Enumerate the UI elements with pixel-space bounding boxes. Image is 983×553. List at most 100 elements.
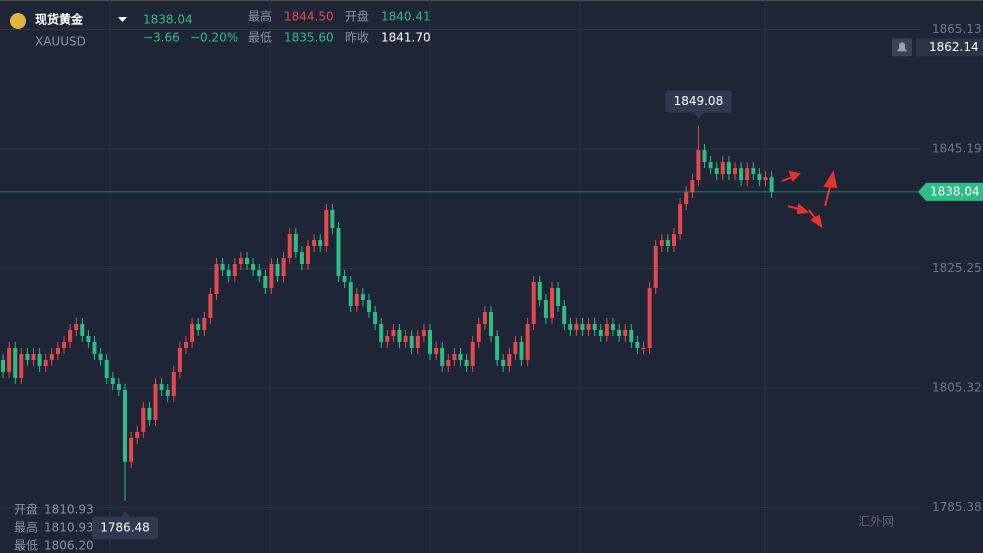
candle-body — [531, 282, 536, 324]
candle-body — [251, 264, 256, 271]
candle-body — [507, 353, 512, 366]
last-price-tag — [918, 182, 983, 201]
candle-body — [19, 353, 24, 378]
candle-body — [373, 311, 378, 324]
candle-body — [208, 294, 213, 318]
candle-body — [586, 323, 591, 330]
candle-body — [604, 323, 609, 336]
y-tick-label: 1785.38 — [932, 500, 982, 514]
tooltip-box — [665, 90, 732, 113]
candle-body — [543, 300, 548, 318]
candle-body — [220, 264, 225, 271]
candle-body — [293, 234, 298, 253]
candle-body — [470, 341, 475, 366]
alert-tag — [916, 38, 983, 57]
dropdown-arrow[interactable] — [118, 17, 127, 22]
candle-body — [623, 329, 628, 336]
candle-body — [476, 323, 481, 342]
tooltip-label: 1786.48 — [100, 520, 150, 534]
candle-body — [299, 252, 304, 265]
candle-body — [190, 323, 195, 342]
candle-body — [745, 168, 750, 181]
candle-body — [354, 294, 359, 306]
candle-body — [49, 353, 54, 360]
candle-body — [184, 341, 188, 348]
candle-body — [440, 347, 445, 366]
candle-body — [177, 347, 182, 372]
candle-body — [635, 341, 640, 348]
candle-body — [281, 258, 286, 277]
candle-body — [74, 323, 79, 330]
candle-body — [519, 341, 524, 360]
candle-body — [617, 329, 622, 336]
tooltip-pointer — [693, 112, 704, 119]
candle-body — [501, 359, 506, 366]
candle-body — [434, 347, 439, 354]
candle-body — [202, 317, 207, 330]
bell-icon — [897, 42, 907, 52]
last-price-label: 1838.04 — [930, 184, 980, 198]
candle-body — [385, 335, 390, 342]
candle-body — [92, 341, 97, 354]
stat-label: 最高 — [248, 9, 272, 24]
candle-body — [98, 353, 103, 360]
candle-body — [403, 335, 408, 342]
candle-body — [257, 270, 262, 277]
stat-value: 1835.60 — [284, 31, 334, 45]
candle-body — [147, 407, 152, 420]
candle-body — [68, 329, 73, 342]
candle-body — [733, 168, 737, 175]
y-tick-label: 1805.32 — [932, 381, 982, 395]
watermark: 汇外网 — [858, 515, 894, 529]
candle-body — [690, 180, 695, 193]
candle-body — [269, 264, 274, 289]
candle-body — [43, 359, 48, 366]
candle-body — [611, 323, 615, 330]
candle-body — [306, 246, 310, 265]
instrument-name[interactable]: 现货黄金 — [35, 12, 84, 27]
candle-body — [7, 347, 12, 372]
candle-body — [580, 323, 585, 330]
candle-body — [678, 204, 683, 235]
candle-body — [428, 329, 432, 354]
candle-body — [708, 162, 713, 169]
candle-body — [110, 377, 115, 384]
candle-body — [171, 371, 176, 396]
candle-body — [116, 383, 121, 390]
candle-body — [324, 210, 329, 247]
candle-body — [141, 407, 146, 432]
candle-body — [336, 228, 341, 277]
candle-body — [37, 353, 42, 366]
candle-body — [342, 276, 347, 283]
candle-body — [446, 359, 451, 366]
candle-body — [550, 288, 554, 318]
candle-body — [86, 335, 91, 342]
candle-body — [275, 264, 280, 277]
candle-body — [598, 329, 603, 336]
candle-body — [421, 329, 426, 336]
stat-value: 1840.41 — [381, 10, 431, 24]
y-tick-label: 1845.19 — [932, 141, 982, 155]
candle-body — [574, 323, 579, 330]
candle-body — [214, 264, 219, 295]
candle-body — [739, 168, 744, 181]
info-label: 最低 — [14, 539, 38, 553]
candle-body — [525, 323, 530, 360]
candle-body — [104, 359, 109, 378]
candle-body — [714, 168, 719, 175]
alert-price-label: 1862.14 — [929, 40, 979, 54]
candle-body — [665, 240, 670, 247]
candle-body — [391, 329, 396, 336]
candle-body — [415, 335, 420, 348]
candle-body — [31, 353, 36, 360]
candle-body — [556, 288, 561, 306]
price: 1838.04 — [143, 13, 193, 27]
candle-body — [159, 383, 164, 390]
info-value: 1810.93 — [44, 521, 94, 535]
candle-body — [129, 437, 134, 462]
candle-body — [348, 282, 353, 306]
candle-body — [513, 341, 518, 354]
candle-body — [458, 353, 463, 360]
candle-body — [482, 311, 487, 324]
